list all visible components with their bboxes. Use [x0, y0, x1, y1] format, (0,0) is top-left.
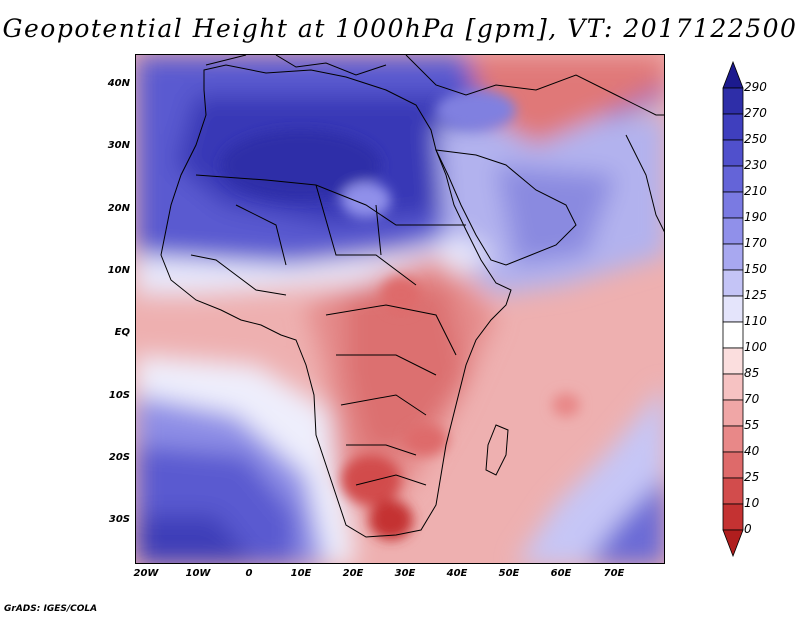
lat-label-30n: 30N [107, 140, 130, 151]
lon-label-70e: 70E [603, 568, 625, 579]
colorbar-tick-label: 55 [744, 418, 760, 432]
colorbar-swatch [722, 503, 744, 531]
lon-label-10w: 10W [185, 568, 211, 579]
lon-label-30e: 30E [394, 568, 416, 579]
colorbar-tick-label: 100 [744, 340, 767, 354]
lat-label-eq: EQ [114, 327, 130, 338]
colorbar-tick-label: 0 [744, 522, 752, 536]
colorbar-tick-label: 170 [744, 236, 767, 250]
lat-label-30s: 30S [108, 514, 130, 525]
lon-label-50e: 50E [498, 568, 520, 579]
map-svg [136, 55, 664, 563]
colorbar-swatch [722, 269, 744, 297]
colorbar-swatch [722, 87, 744, 115]
colorbar-tick-label: 70 [744, 392, 760, 406]
map-title: Geopotential Height at 1000hPa [gpm], VT… [2, 14, 798, 43]
colorbar-tick-label: 230 [744, 158, 767, 172]
colorbar [722, 60, 744, 558]
lat-label-20n: 20N [107, 203, 130, 214]
colorbar-tick-label: 150 [744, 262, 767, 276]
colorbar-swatch [722, 451, 744, 479]
credit-text: GrADS: IGES/COLA [4, 604, 98, 614]
lon-label-20e: 20E [342, 568, 364, 579]
lon-label-0: 0 [245, 568, 253, 579]
lat-label-10n: 10N [107, 265, 130, 276]
colorbar-swatch [722, 477, 744, 505]
colorbar-swatch [722, 425, 744, 453]
colorbar-tick-label: 290 [744, 80, 767, 94]
lat-label-40n: 40N [107, 78, 130, 89]
colorbar-swatch [722, 113, 744, 141]
lon-label-20w: 20W [133, 568, 159, 579]
colorbar-tick-label: 210 [744, 184, 767, 198]
lon-label-40e: 40E [446, 568, 468, 579]
lon-label-10e: 10E [290, 568, 312, 579]
colorbar-tick-label: 25 [744, 470, 760, 484]
lon-label-60e: 60E [550, 568, 572, 579]
colorbar-swatch [722, 373, 744, 401]
colorbar-swatch [722, 295, 744, 323]
lat-label-10s: 10S [108, 390, 130, 401]
colorbar-tick-label: 10 [744, 496, 760, 510]
colorbar-tick-label: 125 [744, 288, 767, 302]
colorbar-tick-label: 270 [744, 106, 767, 120]
colorbar-swatch [722, 217, 744, 245]
colorbar-tick-label: 85 [744, 366, 760, 380]
colorbar-top-arrow [722, 60, 744, 89]
lat-label-20s: 20S [108, 452, 130, 463]
colorbar-tick-label: 190 [744, 210, 767, 224]
colorbar-tick-label: 40 [744, 444, 760, 458]
colorbar-bottom-arrow [722, 529, 744, 558]
colorbar-swatch [722, 139, 744, 167]
field-detail-layer [221, 90, 580, 540]
colorbar-swatch [722, 321, 744, 349]
colorbar-tick-label: 250 [744, 132, 767, 146]
map-plot-area [135, 54, 665, 564]
colorbar-tick-label: 110 [744, 314, 767, 328]
colorbar-swatch [722, 399, 744, 427]
colorbar-swatch [722, 165, 744, 193]
coastlines [160, 55, 664, 538]
colorbar-swatch [722, 243, 744, 271]
colorbar-swatch [722, 347, 744, 375]
colorbar-swatch [722, 191, 744, 219]
